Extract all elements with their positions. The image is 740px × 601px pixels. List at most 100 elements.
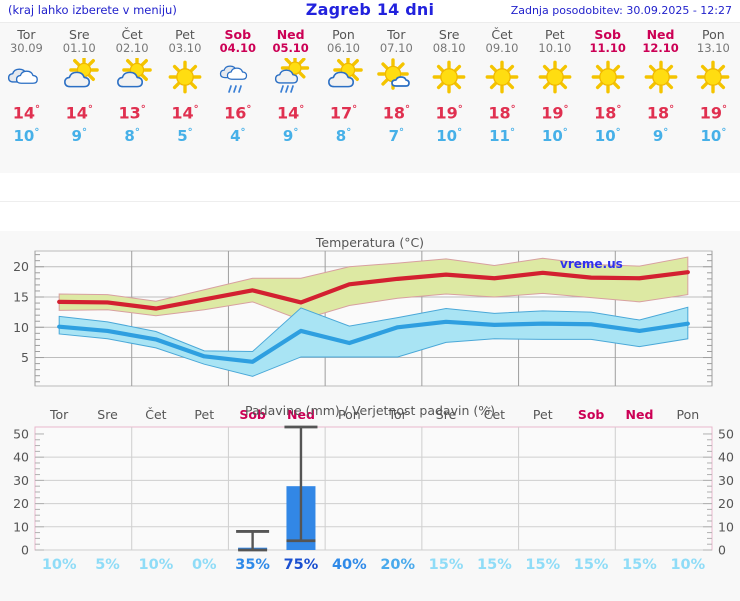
spacer bbox=[0, 173, 740, 231]
day-name: Tor bbox=[387, 27, 406, 42]
sun-small-cloud-icon bbox=[370, 57, 423, 97]
day-tmax: 17° bbox=[329, 103, 358, 123]
svg-text:75%: 75% bbox=[284, 557, 319, 573]
day-date: 05.10 bbox=[272, 41, 309, 55]
svg-text:15%: 15% bbox=[574, 557, 609, 573]
day-name: Pet bbox=[175, 27, 195, 42]
day-column[interactable]: Sob 04.10 16° 4° bbox=[211, 23, 264, 146]
day-name: Sob bbox=[594, 27, 621, 42]
rain-showers-icon bbox=[211, 57, 264, 97]
svg-text:15%: 15% bbox=[525, 557, 560, 573]
day-tmax: 14° bbox=[277, 103, 305, 123]
svg-text:Sob: Sob bbox=[578, 407, 605, 422]
svg-text:Čet: Čet bbox=[145, 407, 166, 422]
partly-sunny-icon bbox=[317, 57, 370, 97]
svg-text:Ned: Ned bbox=[287, 407, 315, 422]
svg-text:10%: 10% bbox=[42, 557, 77, 573]
svg-text:0: 0 bbox=[718, 543, 726, 558]
day-column[interactable]: Sre 08.10 19° 10° bbox=[423, 23, 476, 146]
day-column[interactable]: Ned 05.10 14° 9° bbox=[264, 23, 317, 146]
day-tmin: 7° bbox=[388, 127, 405, 146]
day-tmin: 9° bbox=[71, 127, 87, 146]
svg-text:10: 10 bbox=[718, 519, 734, 534]
temperature-plot: 20 15 10 5 bbox=[0, 231, 740, 399]
svg-text:10: 10 bbox=[13, 320, 29, 335]
day-date: 01.10 bbox=[62, 41, 96, 55]
svg-text:Pet: Pet bbox=[533, 407, 553, 422]
svg-text:Čet: Čet bbox=[484, 407, 505, 422]
sunny-icon bbox=[687, 57, 740, 97]
svg-text:Pon: Pon bbox=[338, 407, 361, 422]
location-hint: (kraj lahko izberete v meniju) bbox=[8, 3, 177, 17]
sunny-icon bbox=[581, 57, 634, 97]
day-tmax: 14° bbox=[12, 103, 41, 123]
svg-text:5: 5 bbox=[21, 350, 29, 365]
day-column[interactable]: Čet 09.10 18° 11° bbox=[476, 23, 529, 146]
day-date: 04.10 bbox=[219, 41, 256, 55]
day-tmin: 4° bbox=[230, 127, 246, 146]
day-column[interactable]: Čet 02.10 13° 8° bbox=[106, 23, 159, 146]
forecast-strip: Tor 30.09 14° 10° Sre 01.10 14° 9° Čet 02.10 13… bbox=[0, 22, 740, 173]
svg-text:10%: 10% bbox=[670, 557, 705, 573]
partly-sunny-icon bbox=[53, 57, 106, 97]
temperature-chart-title: Temperatura (°C) bbox=[315, 235, 425, 250]
day-tmin: 10° bbox=[13, 127, 40, 146]
top-bar: (kraj lahko izberete v meniju) Zagreb 14… bbox=[0, 0, 740, 22]
day-column[interactable]: Pon 13.10 19° 10° bbox=[687, 23, 740, 146]
day-name: Pon bbox=[332, 27, 355, 42]
day-column[interactable]: Pet 03.10 14° 5° bbox=[159, 23, 212, 146]
day-name: Tor bbox=[17, 27, 36, 42]
svg-text:10%: 10% bbox=[139, 557, 174, 573]
svg-text:0%: 0% bbox=[192, 557, 217, 573]
day-tmin: 10° bbox=[700, 127, 727, 146]
svg-text:15%: 15% bbox=[622, 557, 657, 573]
day-date: 08.10 bbox=[432, 41, 466, 55]
day-date: 02.10 bbox=[115, 41, 149, 55]
sunny-icon bbox=[634, 57, 687, 97]
sunny-icon bbox=[476, 57, 529, 97]
svg-text:20%: 20% bbox=[380, 557, 415, 573]
cloudy-icon bbox=[0, 57, 53, 97]
svg-text:40%: 40% bbox=[332, 557, 367, 573]
day-tmax: 19° bbox=[541, 103, 569, 123]
svg-text:Sre: Sre bbox=[97, 407, 118, 422]
svg-text:35%: 35% bbox=[235, 557, 270, 573]
day-column[interactable]: Sob 11.10 18° 10° bbox=[581, 23, 634, 146]
day-tmax: 18° bbox=[646, 103, 675, 123]
day-tmax: 19° bbox=[699, 103, 728, 123]
day-tmax: 13° bbox=[118, 103, 146, 123]
day-name: Pet bbox=[545, 27, 565, 42]
svg-text:15%: 15% bbox=[429, 557, 464, 573]
svg-text:30: 30 bbox=[718, 473, 734, 488]
sunny-icon bbox=[423, 57, 476, 97]
day-tmin: 8° bbox=[124, 127, 140, 146]
day-column[interactable]: Tor 30.09 14° 10° bbox=[0, 23, 53, 146]
day-name: Čet bbox=[491, 27, 513, 42]
day-name: Čet bbox=[121, 27, 143, 42]
svg-text:Pet: Pet bbox=[194, 407, 214, 422]
day-column[interactable]: Pon 06.10 17° 8° bbox=[317, 23, 370, 146]
day-tmin: 10° bbox=[541, 127, 568, 146]
sunny-icon bbox=[528, 57, 581, 97]
day-name: Pon bbox=[702, 27, 725, 42]
day-column[interactable]: Pet 10.10 19° 10° bbox=[528, 23, 581, 146]
precipitation-chart-title: Padavine (mm) / Verjetnost padavin (%) bbox=[245, 403, 495, 418]
day-name: Sob bbox=[224, 27, 252, 42]
day-columns: Tor 30.09 14° 10° Sre 01.10 14° 9° Čet 02.10 13… bbox=[0, 23, 740, 146]
day-date: 30.09 bbox=[9, 41, 43, 55]
day-tmin: 5° bbox=[177, 127, 193, 146]
day-tmax: 14° bbox=[65, 103, 93, 123]
svg-text:40: 40 bbox=[13, 450, 29, 465]
day-tmax: 18° bbox=[382, 103, 410, 123]
svg-text:Pon: Pon bbox=[676, 407, 699, 422]
day-name: Sre bbox=[438, 27, 460, 42]
precipitation-plot: Tor Sre Čet Pet Sob Ned Pon Tor Sre Čet Pet Sob Ned P… bbox=[0, 399, 740, 601]
day-column[interactable]: Tor 07.10 18° 7° bbox=[370, 23, 423, 146]
day-column[interactable]: Ned 12.10 18° 9° bbox=[634, 23, 687, 146]
svg-text:20: 20 bbox=[718, 496, 734, 511]
day-date: 07.10 bbox=[379, 41, 413, 55]
temperature-chart: Temperatura (°C) vreme.us 20 15 10 5 bbox=[0, 231, 740, 399]
day-column[interactable]: Sre 01.10 14° 9° bbox=[53, 23, 106, 146]
day-tmax: 14° bbox=[171, 103, 199, 123]
